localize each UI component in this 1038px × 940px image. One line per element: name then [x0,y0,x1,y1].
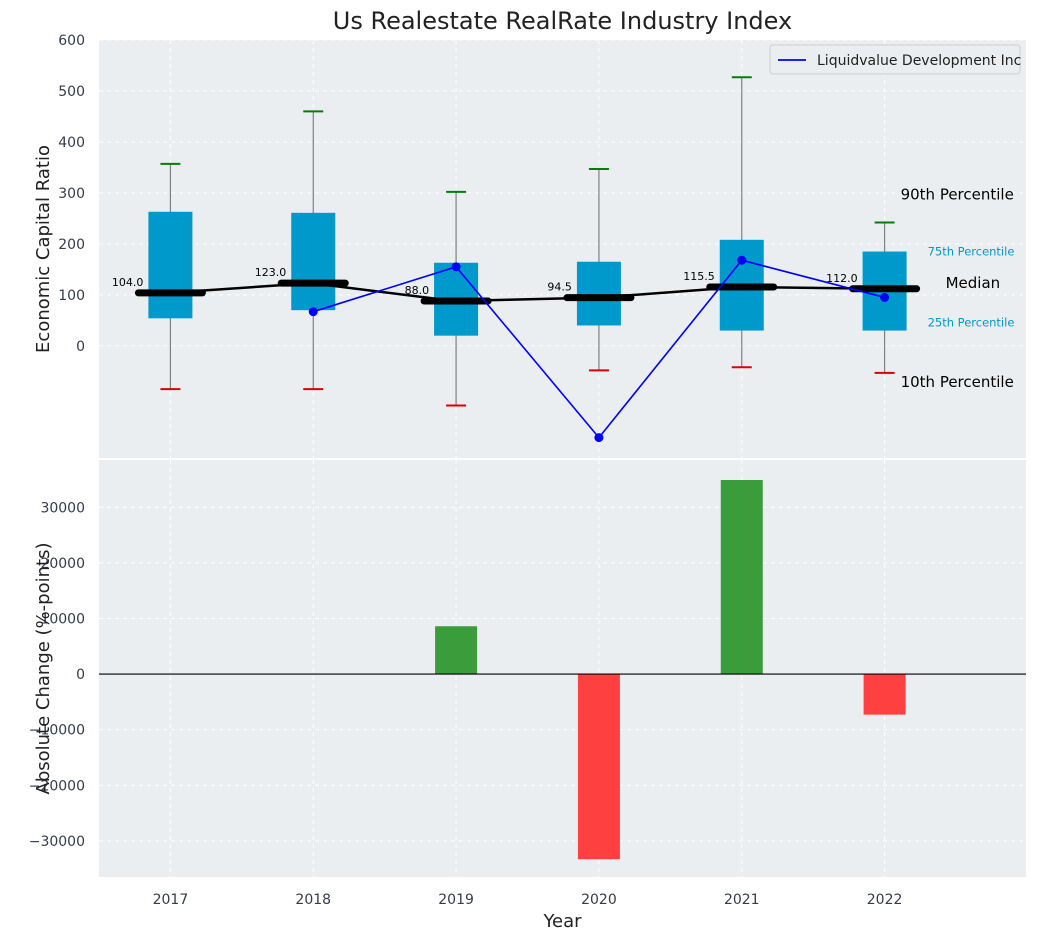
bottom-y-axis-label: Absolute Change (%-points) [33,543,54,795]
company-series-point [594,433,604,443]
top-y-tick-label: 500 [58,84,85,100]
change-bar [435,626,478,675]
legend-box [769,44,1021,75]
iqr-box [291,212,336,311]
x-tick-label: 2019 [438,892,474,908]
bottom-y-tick-label: −30000 [29,834,85,850]
top-y-tick-label: 600 [58,33,85,49]
change-bar [863,674,906,715]
x-tick-label: 2021 [724,892,760,908]
top-y-axis-label: Economic Capital Ratio [33,145,54,353]
bottom-y-tick-label: −20000 [29,778,85,794]
top-y-tick-label: 200 [58,237,85,253]
x-axis-label: Year [542,911,582,932]
x-tick-label: 2020 [581,892,617,908]
annotation-p25: 25th Percentile [928,316,1015,330]
x-tick-label: 2017 [153,892,189,908]
company-series-point [880,292,890,302]
median-value-label: 123.0 [255,266,287,279]
company-series-point [451,262,461,272]
top-y-tick-label: 300 [58,186,85,202]
company-series-point [308,307,318,317]
x-tick-label: 2018 [295,892,331,908]
iqr-box [576,261,621,326]
median-value-label: 94.5 [547,281,572,294]
change-bar [577,674,620,860]
legend-label: Liquidvalue Development Inc [817,53,1021,69]
annotation-p90: 90th Percentile [901,185,1014,203]
bottom-plot-area [99,460,1026,877]
median-value-label: 112.0 [826,272,858,285]
annotation-p75: 75th Percentile [928,245,1015,259]
bottom-y-tick-label: 30000 [40,500,85,516]
top-y-tick-label: 400 [58,135,85,151]
company-series-point [737,255,747,265]
x-tick-label: 2022 [867,892,903,908]
top-y-tick-label: 100 [58,288,85,304]
change-bar [720,480,763,675]
top-plot-area [99,40,1026,458]
median-value-label: 104.0 [112,276,144,289]
median-value-label: 115.5 [683,270,715,283]
median-value-label: 88.0 [405,284,430,297]
chart-title: Us Realestate RealRate Industry Index [333,7,792,35]
top-y-tick-label: 0 [76,339,85,355]
iqr-box [148,211,193,319]
annotation-p10: 10th Percentile [901,373,1014,391]
annotation-median: Median [946,274,1001,292]
bottom-y-tick-label: 20000 [40,556,85,572]
bottom-y-tick-label: 10000 [40,611,85,627]
bottom-y-tick-label: −10000 [29,723,85,739]
bottom-y-tick-label: 0 [76,667,85,683]
